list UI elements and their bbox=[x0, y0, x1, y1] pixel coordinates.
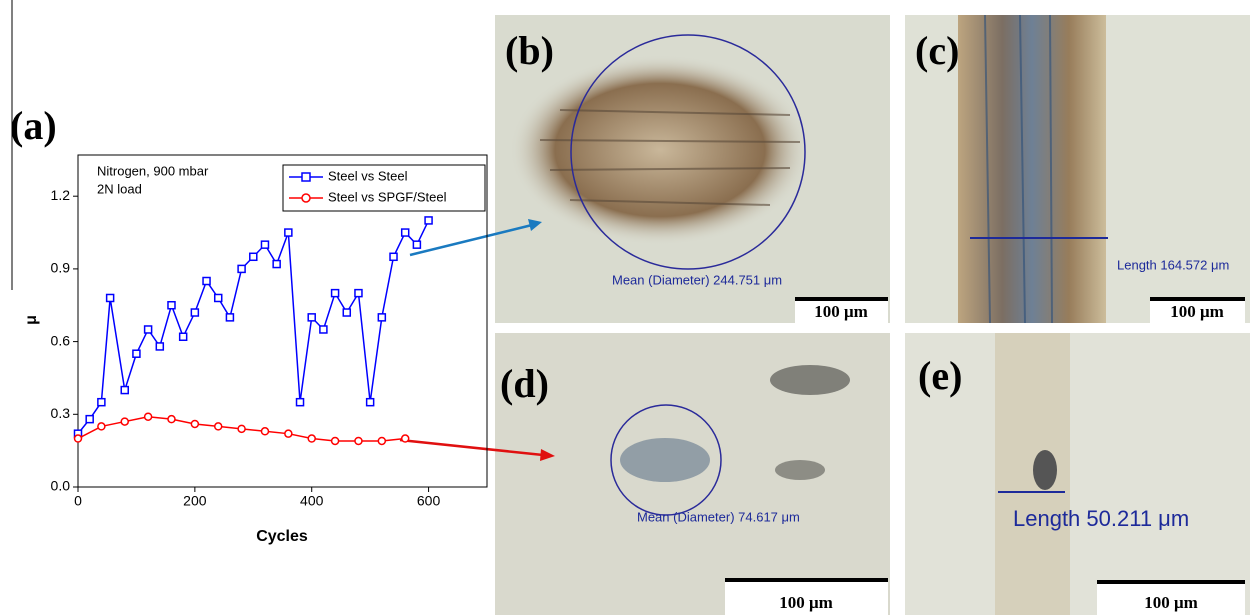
marker bbox=[85, 414, 94, 424]
scale-bar-label: 100 μm bbox=[1144, 593, 1198, 612]
marker bbox=[260, 240, 270, 249]
marker bbox=[377, 436, 387, 446]
marker bbox=[190, 308, 200, 317]
marker bbox=[260, 427, 270, 436]
marker bbox=[307, 434, 316, 443]
marker bbox=[120, 385, 129, 395]
annotation: Nitrogen, 900 mbar bbox=[97, 163, 209, 178]
legend-label: Steel vs Steel bbox=[328, 168, 408, 183]
series-line bbox=[77, 220, 430, 435]
micrograph-c: Length 164.572 μm bbox=[905, 15, 1250, 323]
y-tick-label: 0.3 bbox=[51, 405, 71, 421]
marker bbox=[272, 259, 281, 269]
scale-bar-label: 100 μm bbox=[1170, 302, 1224, 321]
y-tick-label: 0.6 bbox=[51, 332, 71, 348]
x-tick-label: 0 bbox=[74, 493, 82, 509]
marker bbox=[97, 422, 106, 431]
marker bbox=[249, 252, 258, 262]
marker bbox=[237, 264, 246, 274]
panel-label: (b) bbox=[505, 28, 554, 73]
arrowhead bbox=[528, 219, 542, 231]
marker bbox=[365, 397, 375, 407]
marker bbox=[225, 313, 235, 322]
marker bbox=[167, 414, 176, 424]
marker bbox=[400, 228, 410, 237]
marker bbox=[319, 325, 328, 334]
marker bbox=[213, 422, 223, 431]
arrow bbox=[409, 223, 533, 257]
arrow bbox=[399, 438, 544, 457]
marker bbox=[412, 240, 422, 249]
y-axis-label: μ bbox=[23, 315, 40, 325]
marker bbox=[400, 434, 410, 443]
micrograph-e bbox=[905, 333, 1250, 615]
micrograph-b bbox=[495, 15, 890, 323]
marker bbox=[120, 417, 129, 426]
marker bbox=[73, 434, 83, 443]
marker bbox=[284, 429, 293, 438]
micrograph-d bbox=[495, 333, 890, 615]
legend-box bbox=[282, 164, 486, 212]
marker bbox=[307, 313, 316, 322]
marker bbox=[105, 293, 115, 303]
marker bbox=[295, 397, 305, 407]
arrowhead bbox=[540, 449, 555, 461]
annotation: 2N load bbox=[97, 181, 142, 196]
marker bbox=[132, 349, 141, 358]
measurement: Mean (Diameter) 74.617 μm bbox=[637, 509, 800, 524]
marker bbox=[155, 342, 165, 351]
legend-marker bbox=[301, 193, 311, 203]
scale-bar-label: 100 μm bbox=[814, 302, 868, 321]
panel-label: (e) bbox=[918, 353, 962, 398]
y-tick-label: 1.2 bbox=[51, 187, 71, 203]
scale-bar-label: 100 μm bbox=[779, 593, 833, 612]
marker bbox=[190, 419, 200, 429]
y-tick-label: 0.0 bbox=[51, 478, 71, 494]
marker bbox=[389, 252, 398, 262]
x-tick-label: 600 bbox=[417, 493, 441, 509]
y-tick-label: 0.9 bbox=[51, 260, 71, 276]
panel-label: (c) bbox=[915, 28, 959, 73]
marker bbox=[178, 332, 188, 342]
marker bbox=[202, 276, 211, 286]
marker bbox=[284, 228, 293, 237]
marker bbox=[342, 308, 352, 317]
marker bbox=[97, 397, 106, 407]
marker bbox=[143, 325, 153, 334]
marker bbox=[354, 436, 363, 446]
panel-label: (d) bbox=[500, 361, 549, 406]
measurement: Mean (Diameter) 244.751 μm bbox=[612, 272, 782, 287]
legend-label: Steel vs SPGF/Steel bbox=[328, 189, 447, 204]
marker bbox=[213, 293, 223, 303]
x-tick-label: 200 bbox=[183, 493, 207, 509]
marker bbox=[424, 216, 433, 225]
marker bbox=[167, 300, 176, 310]
marker bbox=[237, 424, 246, 434]
marker bbox=[143, 412, 153, 421]
legend-marker bbox=[301, 172, 311, 182]
marker bbox=[330, 288, 340, 298]
marker bbox=[330, 436, 340, 446]
measurement: Length 50.211 μm bbox=[1013, 506, 1189, 531]
measurement: Length 164.572 μm bbox=[1117, 257, 1229, 272]
marker bbox=[377, 313, 387, 322]
x-axis-label: Cycles bbox=[256, 528, 308, 545]
plot-frame bbox=[77, 154, 488, 488]
x-tick-label: 400 bbox=[300, 493, 324, 509]
panel-label: (a) bbox=[10, 103, 57, 148]
marker bbox=[354, 288, 363, 298]
